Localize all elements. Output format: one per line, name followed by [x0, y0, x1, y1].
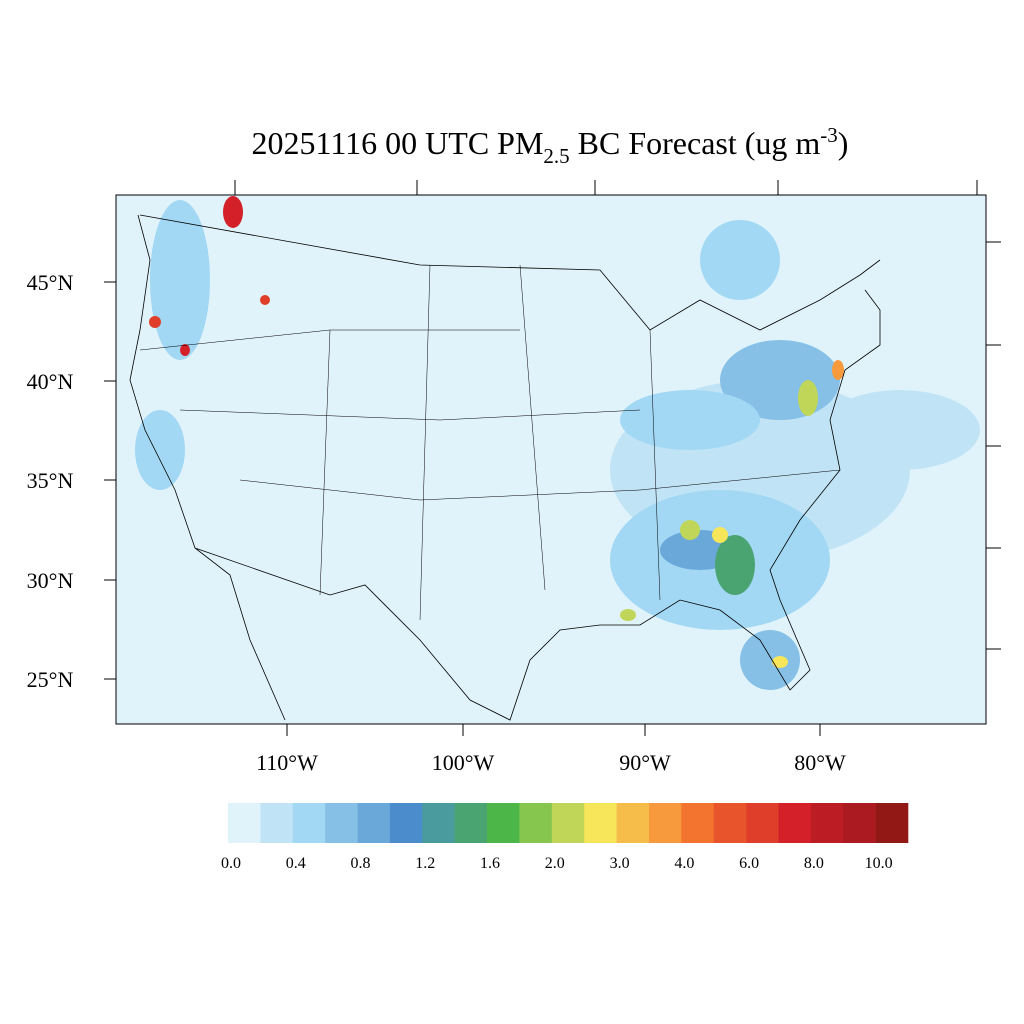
- colorbar-label: 6.0: [739, 855, 759, 872]
- title-end: ): [838, 125, 849, 161]
- colorbar-box: [357, 803, 391, 843]
- colorbar-box: [616, 803, 650, 843]
- title-main: 20251116 00 UTC PM: [252, 125, 544, 161]
- colorbar-box: [487, 803, 520, 843]
- colorbar-box: [746, 803, 779, 843]
- map-panel: [115, 194, 987, 725]
- colorbar-label: 8.0: [804, 855, 824, 872]
- colorbar-box: [875, 803, 909, 843]
- colorbar-label: 10.0: [865, 855, 893, 872]
- map-frame: [115, 194, 987, 725]
- colorbar-label: 4.0: [674, 855, 694, 872]
- colorbar-box: [422, 803, 455, 843]
- lon-label: 110°W: [256, 750, 318, 775]
- colorbar-box: [228, 803, 261, 843]
- lat-label: 45°N: [27, 270, 74, 295]
- colorbar-box: [810, 803, 844, 843]
- colorbar-box: [325, 803, 358, 843]
- northern-border: [139, 214, 881, 331]
- colorbar: 0.0 0.4 0.8 1.2 1.6 2.0 3.0 4.0 6.0 8.0 10.0: [221, 803, 909, 872]
- colorbar-label: 0.4: [286, 855, 306, 872]
- colorbar-box: [778, 803, 812, 843]
- lat-label: 30°N: [27, 568, 74, 593]
- title-superscript: -3: [820, 123, 838, 147]
- lat-label: 35°N: [27, 468, 74, 493]
- lon-label: 100°W: [432, 750, 495, 775]
- boundaries: [129, 214, 881, 721]
- colorbar-box: [551, 803, 585, 843]
- colorbar-box: [681, 803, 715, 843]
- coastline: [129, 214, 881, 721]
- colorbar-box: [260, 803, 294, 843]
- colorbar-box: [584, 803, 617, 843]
- colorbar-label: 1.2: [415, 855, 435, 872]
- colorbar-box: [648, 803, 682, 843]
- title: 20251116 00 UTC PM2.5 BC Forecast (ug m-…: [252, 123, 849, 168]
- colorbar-box: [519, 803, 553, 843]
- title-subscript: 2.5: [543, 144, 569, 168]
- colorbar-label: 3.0: [610, 855, 630, 872]
- colorbar-label: 0.0: [221, 855, 241, 872]
- lon-label: 90°W: [619, 750, 671, 775]
- colorbar-label: 1.6: [480, 855, 500, 872]
- colorbar-box: [713, 803, 747, 843]
- colorbar-label: 0.8: [351, 855, 371, 872]
- state-lines: [139, 264, 841, 621]
- title-middle: BC Forecast (ug m: [570, 125, 821, 161]
- lat-label: 25°N: [27, 667, 74, 692]
- colorbar-box: [454, 803, 488, 843]
- lat-label: 40°N: [27, 369, 74, 394]
- colorbar-box: [292, 803, 326, 843]
- concentration-field: [135, 196, 980, 690]
- lon-label: 80°W: [794, 750, 846, 775]
- axes: 45°N 40°N 35°N 30°N 25°N 110°W 100°W 90°W 80°W: [27, 180, 1001, 775]
- colorbar-label: 2.0: [545, 855, 565, 872]
- colorbar-box: [389, 803, 423, 843]
- colorbar-box: [843, 803, 876, 843]
